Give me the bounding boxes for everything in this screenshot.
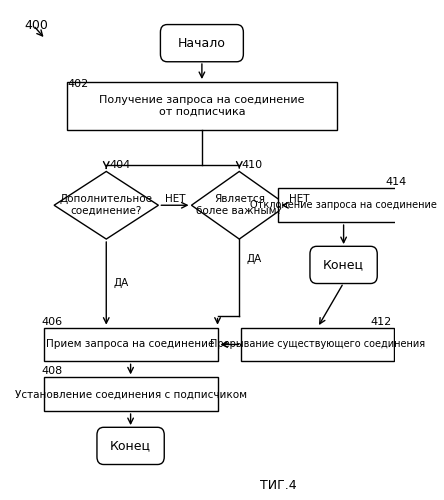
Text: Конец: Конец	[323, 258, 364, 272]
Text: Дополнительное
соединение?: Дополнительное соединение?	[60, 194, 153, 216]
Text: Начало: Начало	[178, 36, 226, 50]
Text: ДА: ДА	[246, 254, 262, 264]
Text: ДА: ДА	[113, 278, 128, 288]
Text: 410: 410	[241, 160, 262, 170]
Text: НЕТ: НЕТ	[289, 194, 309, 204]
Bar	[44, 328, 218, 362]
Text: НЕТ: НЕТ	[165, 194, 185, 204]
Bar	[278, 188, 409, 222]
Bar	[44, 378, 218, 411]
Text: Прерывание существующего соединения: Прерывание существующего соединения	[210, 340, 425, 349]
Text: Является
более важным?: Является более важным?	[196, 194, 282, 216]
Text: Конец: Конец	[110, 440, 151, 452]
FancyBboxPatch shape	[310, 246, 377, 284]
Text: Получение запроса на соединение
от подписчика: Получение запроса на соединение от подпи…	[99, 95, 305, 116]
Bar	[242, 328, 393, 362]
Text: 400: 400	[24, 20, 48, 32]
Text: 406: 406	[42, 316, 63, 326]
Text: 404: 404	[110, 160, 131, 170]
Text: 402: 402	[67, 79, 88, 89]
Text: 412: 412	[371, 316, 392, 326]
Text: 408: 408	[42, 366, 63, 376]
FancyBboxPatch shape	[97, 428, 164, 465]
FancyBboxPatch shape	[160, 24, 243, 62]
Text: ΤИГ.4: ΤИГ.4	[260, 479, 297, 492]
Text: Прием запроса на соединение: Прием запроса на соединение	[47, 340, 215, 349]
Text: Отклонение запроса на соединение: Отклонение запроса на соединение	[250, 200, 437, 210]
Polygon shape	[191, 172, 287, 239]
Text: 414: 414	[386, 178, 407, 188]
Polygon shape	[54, 172, 159, 239]
Text: Установление соединения с подписчиком: Установление соединения с подписчиком	[15, 389, 246, 399]
Bar	[67, 82, 337, 130]
